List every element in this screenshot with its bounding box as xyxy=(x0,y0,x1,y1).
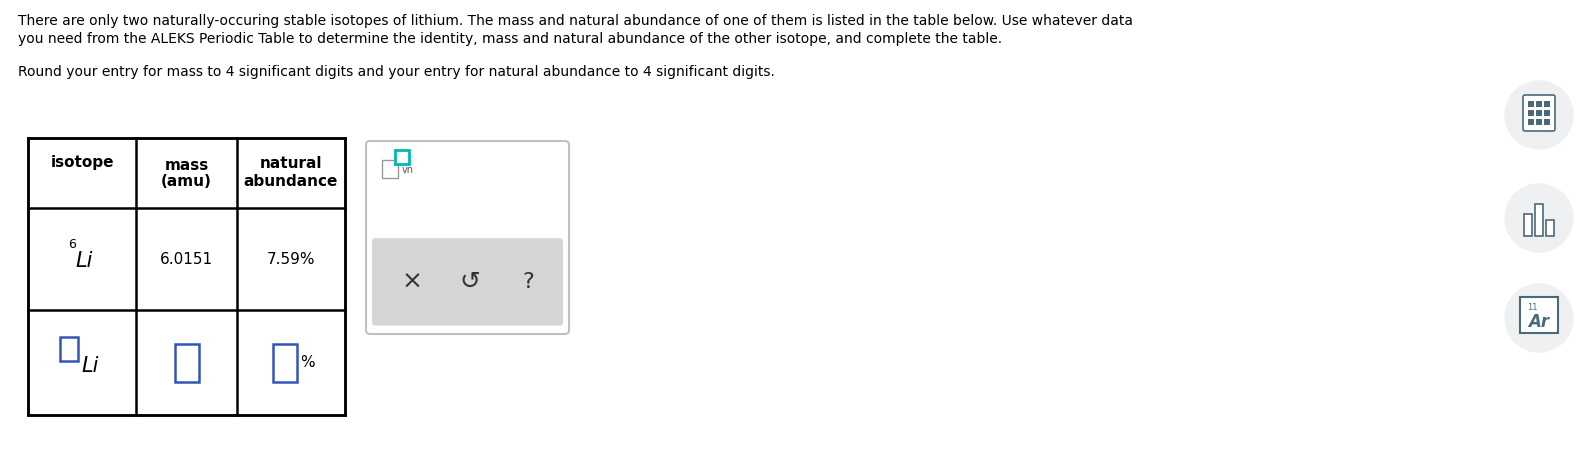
Circle shape xyxy=(1505,184,1573,252)
Text: 6: 6 xyxy=(68,239,76,252)
FancyBboxPatch shape xyxy=(365,141,569,334)
FancyBboxPatch shape xyxy=(1529,110,1533,116)
FancyBboxPatch shape xyxy=(1524,214,1532,236)
Text: 11: 11 xyxy=(1527,303,1538,312)
FancyBboxPatch shape xyxy=(1545,110,1549,116)
FancyBboxPatch shape xyxy=(175,343,199,381)
Text: isotope: isotope xyxy=(51,156,114,170)
FancyBboxPatch shape xyxy=(1529,119,1533,125)
Text: Round your entry for mass to 4 significant digits and your entry for natural abu: Round your entry for mass to 4 significa… xyxy=(17,65,775,79)
Circle shape xyxy=(1505,81,1573,149)
Text: ↺: ↺ xyxy=(459,270,480,294)
FancyBboxPatch shape xyxy=(60,336,78,360)
FancyBboxPatch shape xyxy=(1529,101,1533,107)
FancyBboxPatch shape xyxy=(273,343,297,381)
Text: 7.59%: 7.59% xyxy=(267,252,315,267)
FancyBboxPatch shape xyxy=(372,238,563,325)
Text: vn: vn xyxy=(402,165,415,175)
FancyBboxPatch shape xyxy=(1521,297,1557,333)
FancyBboxPatch shape xyxy=(381,160,397,178)
FancyBboxPatch shape xyxy=(1522,95,1556,131)
Text: you need from the ALEKS Periodic Table to determine the identity, mass and natur: you need from the ALEKS Periodic Table t… xyxy=(17,32,1003,46)
Text: Ar: Ar xyxy=(1529,313,1549,331)
Text: ×: × xyxy=(402,270,423,294)
Circle shape xyxy=(1505,284,1573,352)
FancyBboxPatch shape xyxy=(1546,220,1554,236)
Text: mass: mass xyxy=(164,157,208,173)
FancyBboxPatch shape xyxy=(1545,119,1549,125)
Text: natural: natural xyxy=(259,156,323,170)
FancyBboxPatch shape xyxy=(1537,119,1541,125)
Text: ?: ? xyxy=(523,272,534,292)
FancyBboxPatch shape xyxy=(1537,101,1541,107)
FancyBboxPatch shape xyxy=(1535,204,1543,236)
FancyBboxPatch shape xyxy=(1537,110,1541,116)
Text: There are only two naturally-occuring stable isotopes of lithium. The mass and n: There are only two naturally-occuring st… xyxy=(17,14,1133,28)
Text: (amu): (amu) xyxy=(160,174,211,189)
Text: Li: Li xyxy=(81,357,99,376)
FancyBboxPatch shape xyxy=(1545,101,1549,107)
Text: 6.0151: 6.0151 xyxy=(160,252,213,267)
FancyBboxPatch shape xyxy=(396,150,408,164)
Text: %: % xyxy=(300,355,315,370)
Text: abundance: abundance xyxy=(243,174,338,189)
Text: Li: Li xyxy=(75,251,92,271)
